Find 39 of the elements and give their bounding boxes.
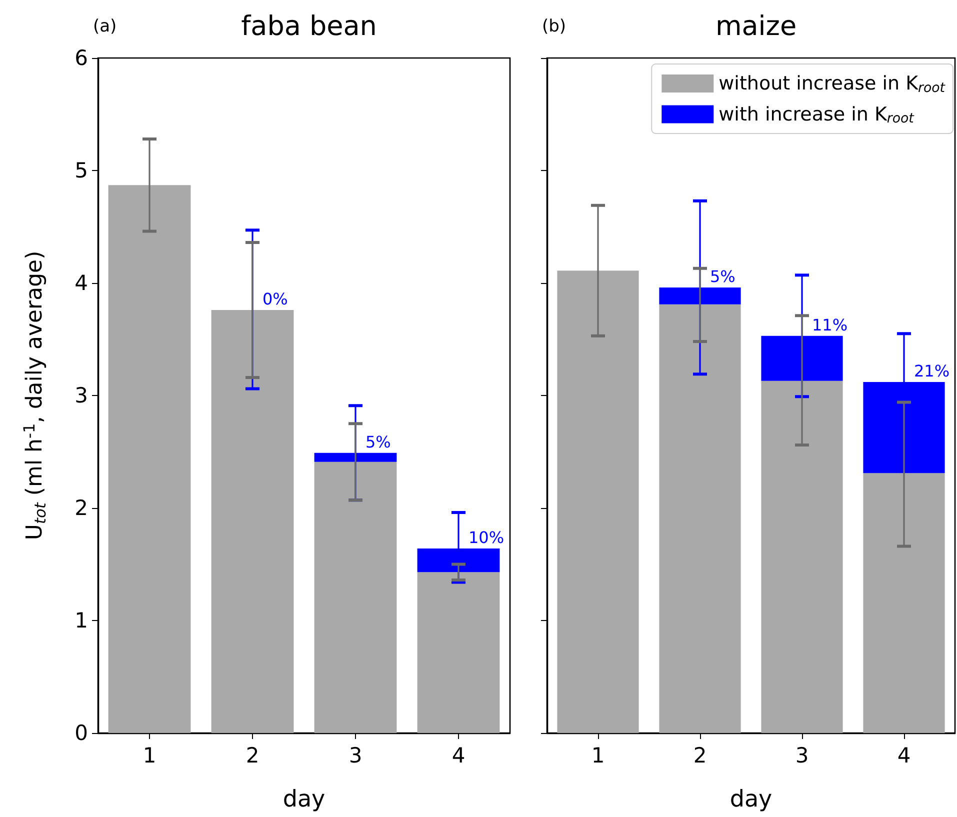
x-tick-label: 3 — [795, 744, 809, 768]
bar — [863, 473, 945, 733]
chart-title: faba bean — [241, 11, 377, 42]
text: (b) — [542, 16, 566, 36]
x-tick-label: 3 — [348, 744, 362, 768]
annotation: 11% — [812, 315, 848, 334]
x-tick-label: 2 — [693, 744, 707, 768]
bar — [108, 185, 191, 733]
y-tick-label: 0 — [74, 721, 88, 745]
chart-title: maize — [715, 11, 797, 42]
bar — [659, 304, 741, 733]
y-tick-label: 6 — [74, 46, 88, 70]
y-tick-label: 4 — [74, 271, 88, 295]
x-tick-label: 2 — [246, 744, 260, 768]
bar — [211, 310, 294, 733]
annotation: 21% — [914, 362, 950, 380]
y-tick-label: 1 — [74, 608, 88, 632]
x-axis-title: day — [282, 786, 326, 812]
y-tick-label: 3 — [74, 384, 88, 408]
x-tick-label: 1 — [142, 744, 156, 768]
x-tick-label: 4 — [897, 744, 911, 768]
bar — [314, 452, 397, 462]
annotation: 10% — [468, 528, 504, 547]
bar — [557, 270, 639, 733]
annotation: 0% — [262, 290, 288, 308]
x-tick-label: 1 — [591, 744, 605, 768]
annotation: 5% — [366, 432, 391, 452]
annotation: 5% — [710, 267, 736, 286]
bar — [659, 288, 741, 304]
bar — [761, 380, 843, 733]
bar — [761, 336, 843, 381]
x-axis-title: day — [730, 786, 772, 812]
y-axis-title: Utot (ml h-1, daily average) — [20, 250, 50, 540]
y-tick-label: 5 — [74, 158, 88, 182]
bar — [417, 572, 500, 733]
y-tick-label: 2 — [74, 496, 88, 520]
x-tick-label: 4 — [452, 744, 466, 768]
text: (a) — [93, 16, 117, 36]
bar — [314, 462, 397, 733]
